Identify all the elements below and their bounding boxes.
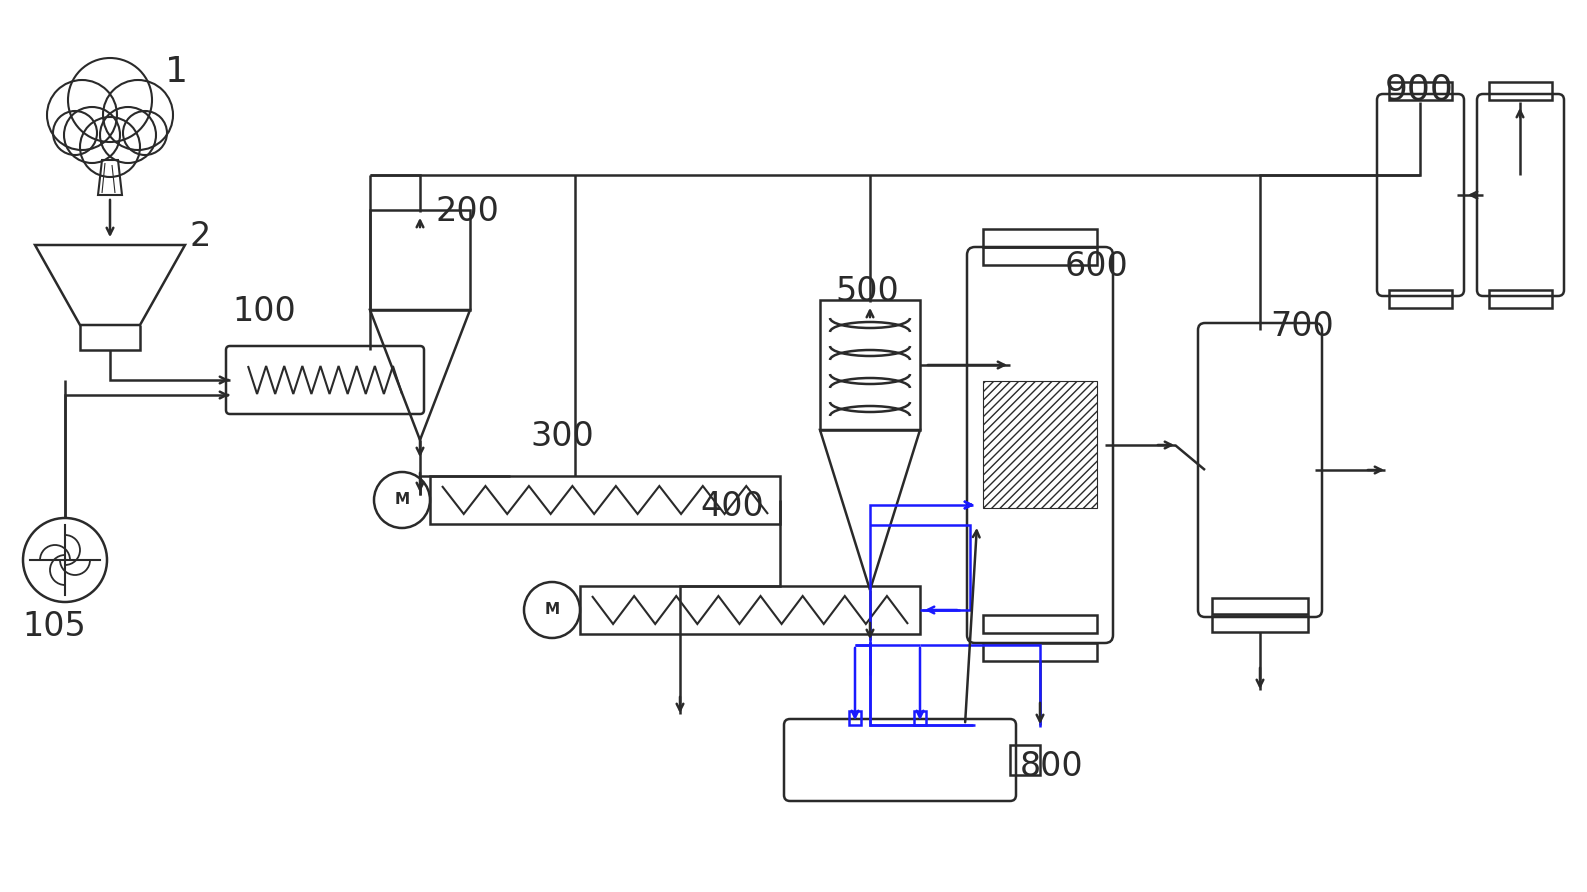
Bar [1489,290,1552,308]
Bar [1212,616,1308,632]
Bar [982,229,1097,247]
Bar [1009,745,1039,775]
Text: 400: 400 [700,490,763,523]
Bar [982,643,1097,661]
Bar [982,247,1097,265]
Text: M: M [544,602,560,617]
Text: 700: 700 [1270,310,1333,343]
Text: 300: 300 [530,420,594,453]
Bar [982,615,1097,633]
Text: 200: 200 [435,195,498,228]
Bar [430,476,779,524]
Text: 600: 600 [1065,250,1128,283]
Text: M: M [395,492,409,508]
Bar [820,300,920,430]
Bar [370,210,470,310]
Bar [982,381,1097,508]
Bar [1389,290,1452,308]
Text: 1: 1 [165,55,187,89]
Text: 100: 100 [232,295,295,328]
Text: 500: 500 [835,275,898,308]
Bar [1489,82,1552,100]
Text: 2: 2 [190,220,211,253]
Text: 900: 900 [1385,72,1454,106]
Text: 105: 105 [22,610,86,643]
Bar [914,711,925,725]
Bar [849,711,862,725]
Bar [579,586,920,634]
Bar [1212,598,1308,614]
Text: 800: 800 [1020,750,1084,783]
Bar [1389,82,1452,100]
